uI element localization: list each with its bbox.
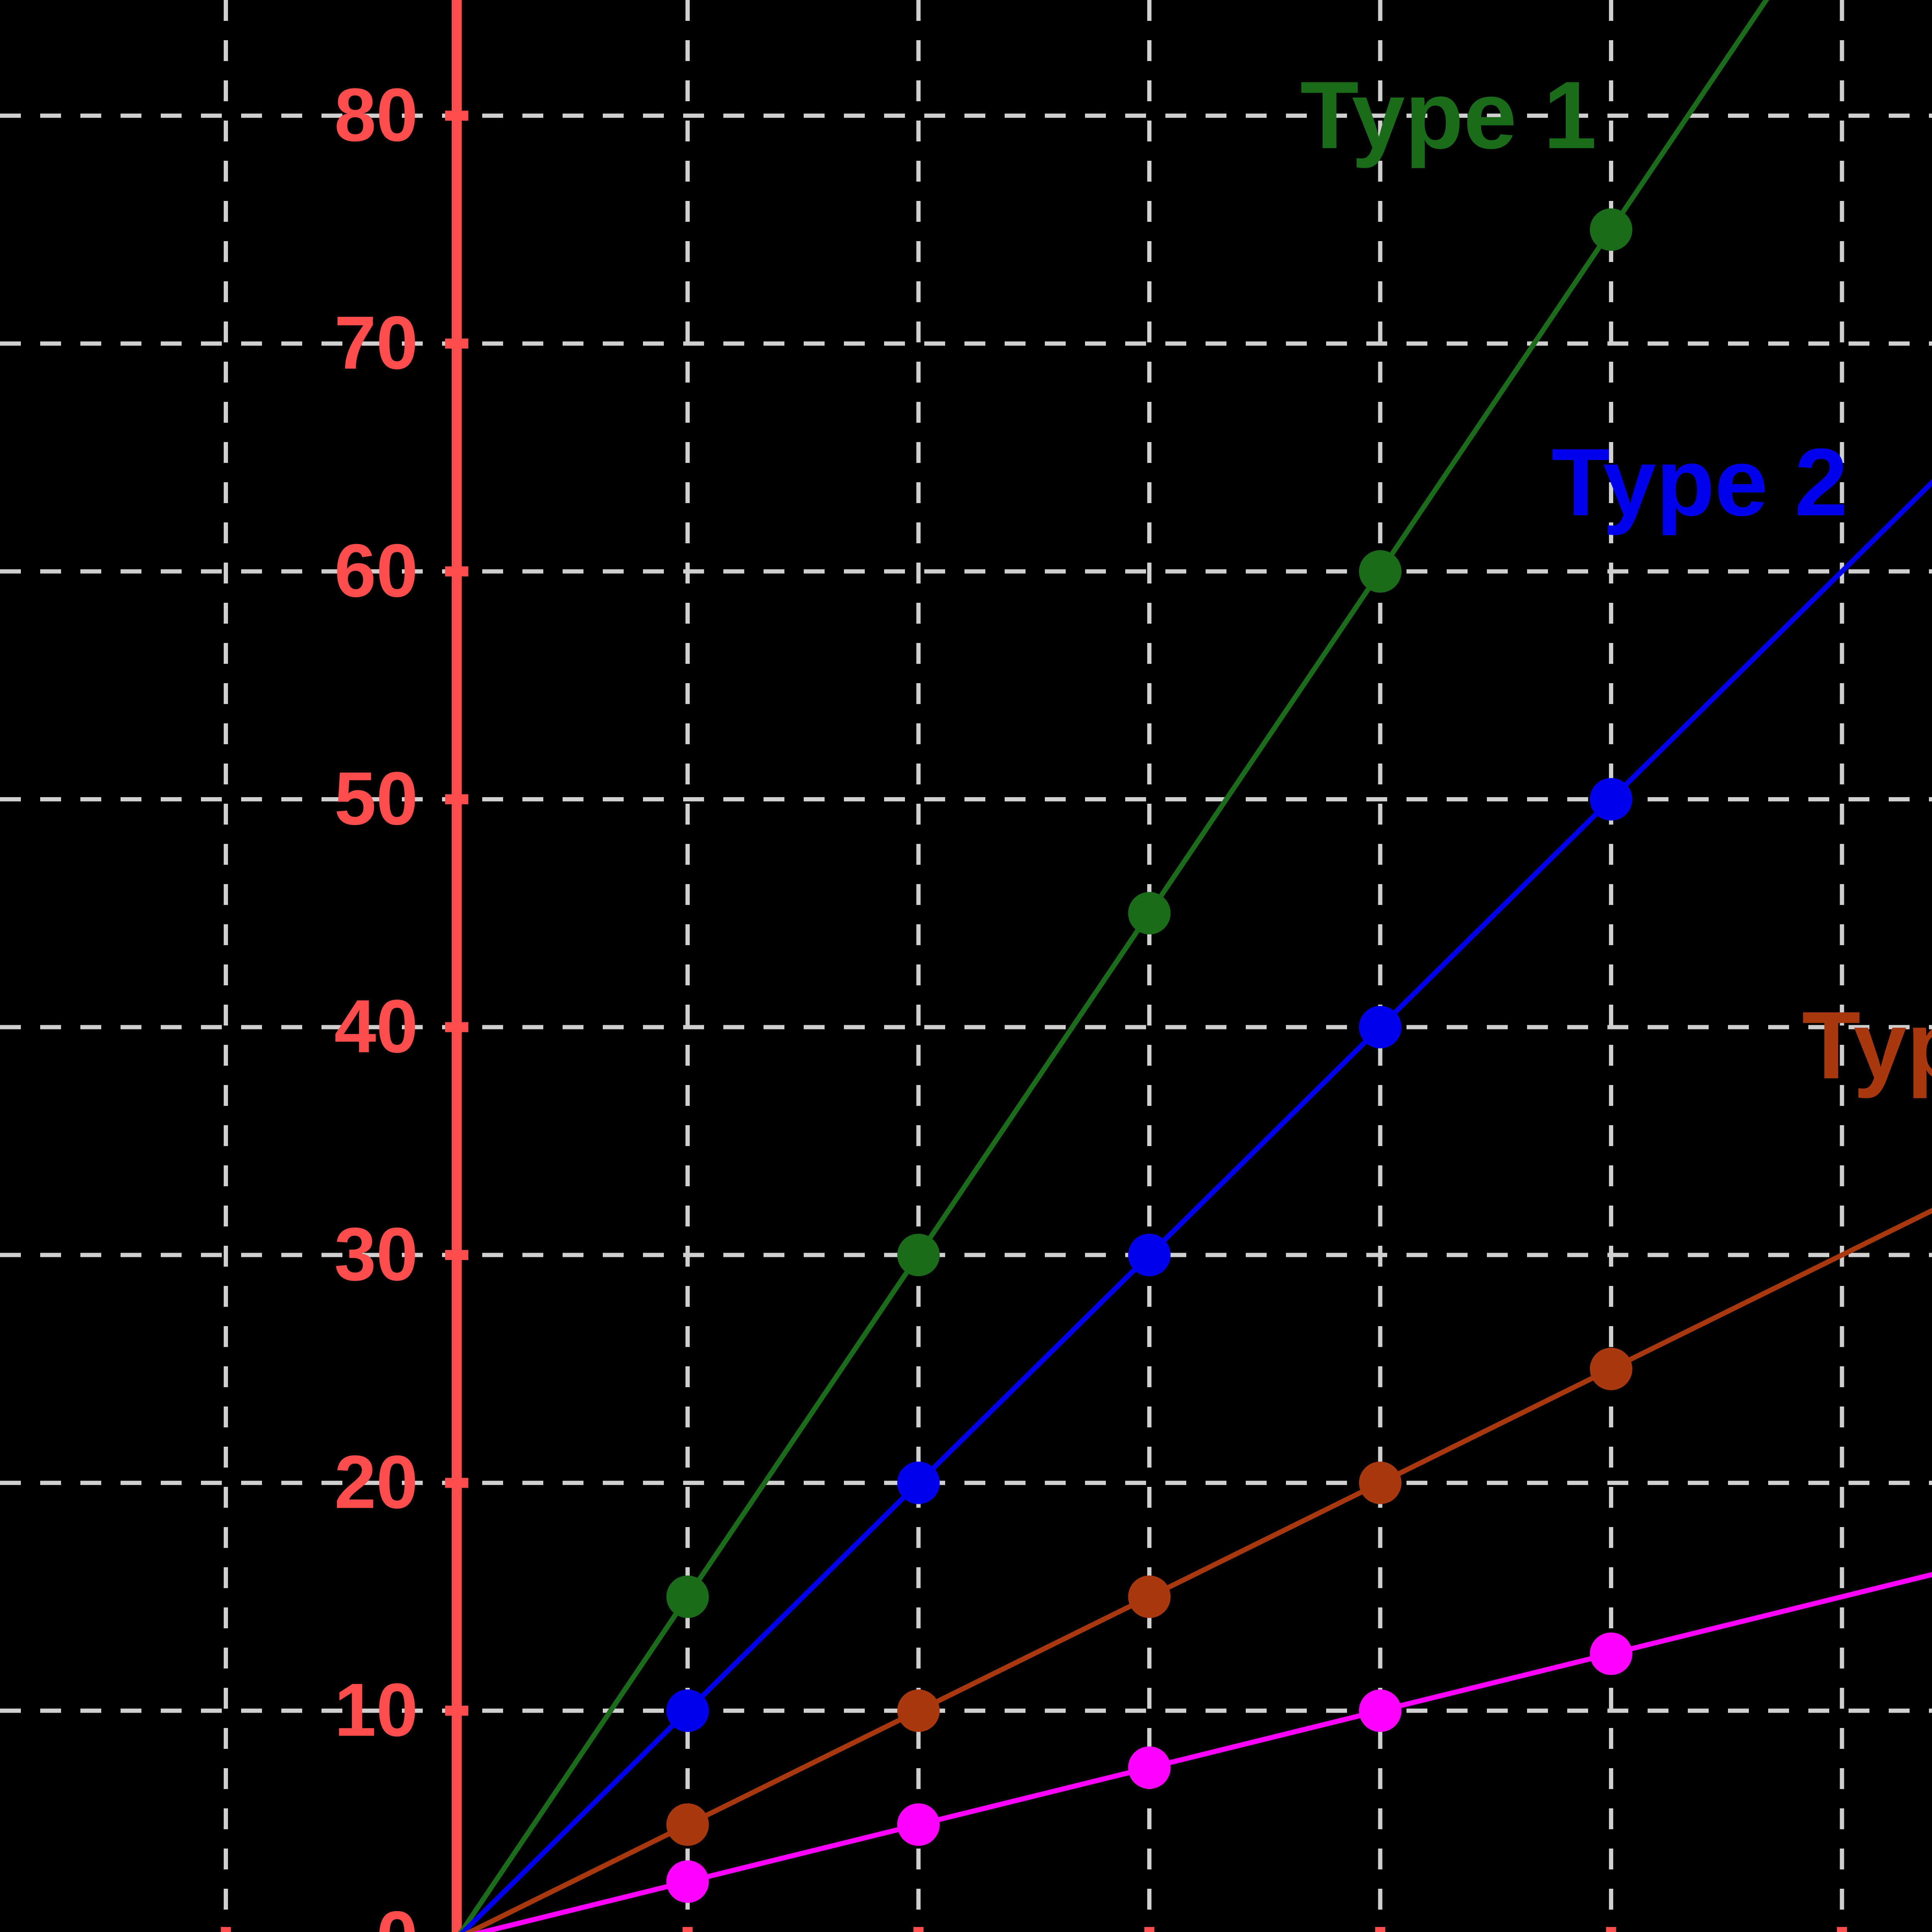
svg-text:80: 80 xyxy=(334,73,418,157)
svg-text:Type 1: Type 1 xyxy=(1300,61,1597,168)
svg-text:0: 0 xyxy=(376,1896,418,1932)
svg-text:70: 70 xyxy=(334,301,418,385)
svg-text:Type 3: Type 3 xyxy=(1802,992,1932,1099)
svg-text:20: 20 xyxy=(334,1440,418,1524)
svg-text:40: 40 xyxy=(334,984,418,1068)
svg-text:50: 50 xyxy=(334,757,418,841)
svg-text:60: 60 xyxy=(334,529,418,613)
svg-text:Type 2: Type 2 xyxy=(1551,428,1848,536)
svg-text:10: 10 xyxy=(334,1668,418,1752)
svg-text:30: 30 xyxy=(334,1212,418,1296)
